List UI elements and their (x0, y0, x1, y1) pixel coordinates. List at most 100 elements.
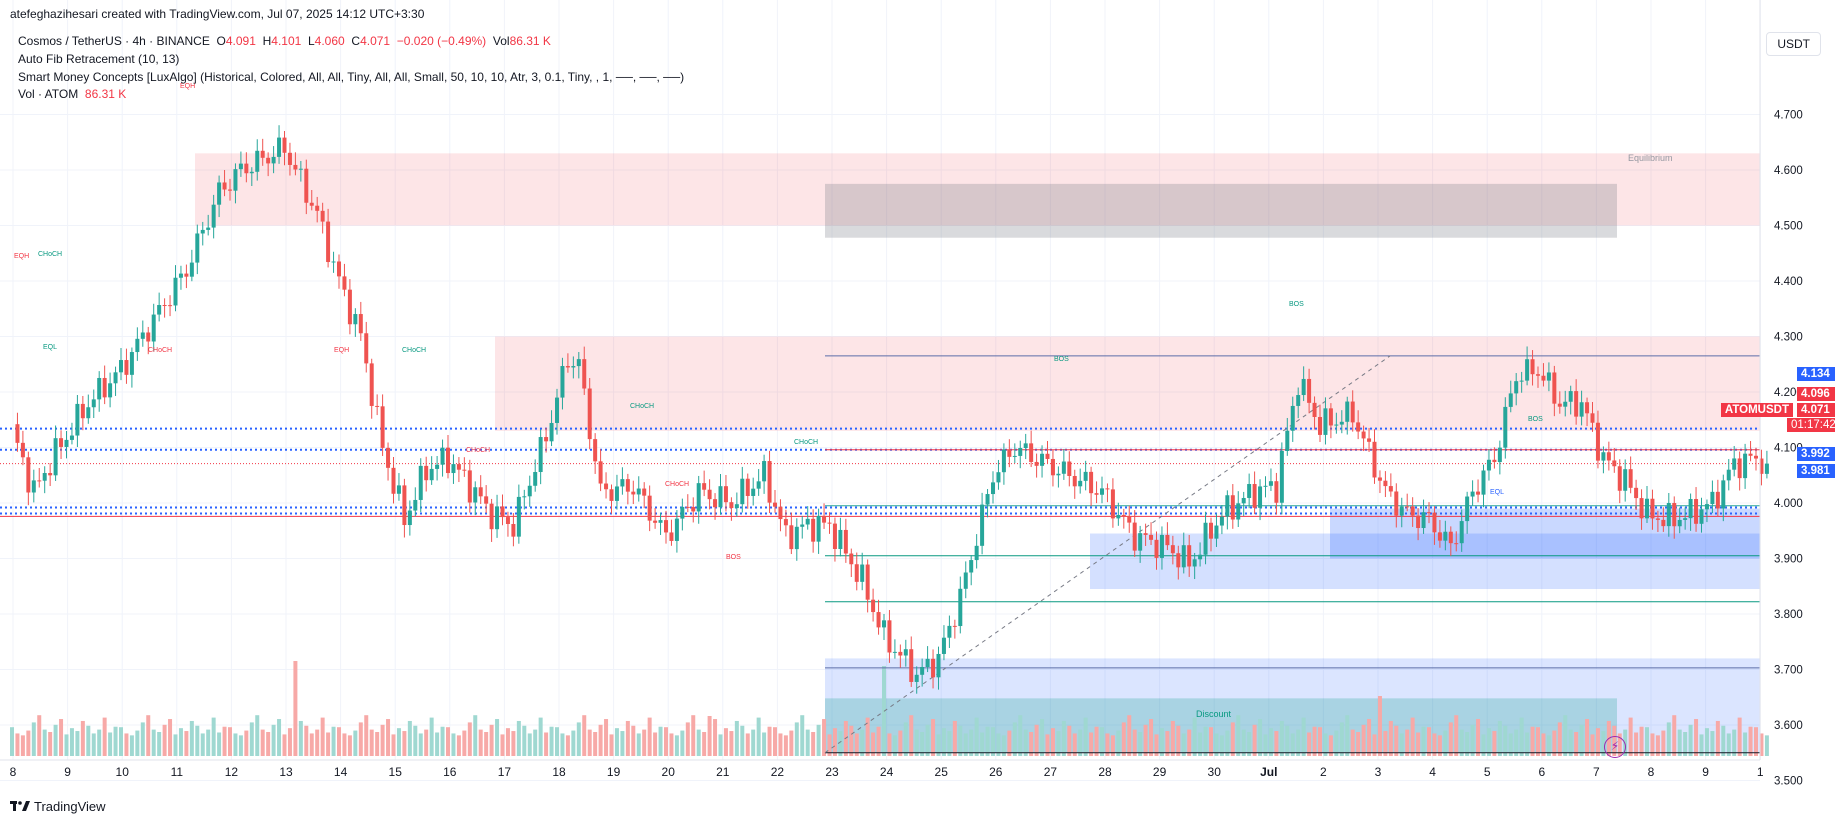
candle-body (1236, 503, 1241, 520)
candle-body (1595, 422, 1600, 461)
x-tick-label: 10 (116, 765, 130, 779)
candle-body (135, 338, 140, 353)
volume-bar (402, 731, 407, 756)
volume-bar (969, 729, 974, 756)
volume-bar (1045, 734, 1050, 756)
candle-body (1001, 449, 1006, 473)
candle-body (1541, 375, 1546, 381)
candle-body (26, 457, 31, 493)
candle-body (1143, 533, 1148, 535)
candle-body (1601, 452, 1606, 461)
volume-bar (762, 732, 767, 756)
volume-bar (233, 733, 238, 756)
volume-bar (582, 715, 587, 756)
volume-bar (1470, 724, 1475, 756)
volume-bar (947, 731, 952, 756)
candle-body (364, 333, 369, 364)
volume-bar (1056, 731, 1061, 756)
candle-body (1514, 381, 1519, 394)
volume-bar (337, 727, 341, 756)
candle-body (511, 523, 516, 537)
volume-bar (827, 734, 832, 756)
volume-bar (871, 732, 876, 756)
indicator-volume[interactable]: Vol · ATOM 86.31 K (18, 87, 126, 101)
x-tick-label: 18 (552, 765, 566, 779)
currency-button[interactable]: USDT (1766, 32, 1821, 56)
indicator-smc[interactable]: Smart Money Concepts [LuxAlgo] (Historic… (18, 70, 685, 84)
lightning-icon[interactable]: ⚡ (1604, 736, 1626, 758)
candle-body (811, 518, 816, 542)
candle-body (1694, 498, 1699, 524)
x-tick-label: 23 (825, 765, 839, 779)
candle-body (222, 182, 227, 190)
candle-body (1187, 545, 1192, 567)
candle-body (173, 277, 178, 306)
volume-bar (1639, 726, 1644, 756)
volume-bar (1018, 715, 1023, 756)
volume-bar (287, 728, 292, 756)
volume-bar (1121, 722, 1126, 756)
volume-bar (1252, 724, 1257, 756)
candle-body (1323, 408, 1328, 435)
candle-body (571, 366, 576, 368)
candle-body (1704, 504, 1709, 510)
candle-body (1519, 380, 1524, 382)
candle-body (1710, 491, 1715, 505)
volume-bar (255, 715, 260, 756)
candle-body (1094, 493, 1099, 495)
volume-bar (298, 720, 303, 756)
x-tick-label: 7 (1593, 765, 1600, 779)
candle-body (1574, 391, 1579, 417)
volume-bar (1427, 727, 1431, 756)
candle-body (1061, 461, 1066, 474)
indicator-fib[interactable]: Auto Fib Retracement (10, 13) (18, 52, 180, 66)
smc-zones (195, 153, 1760, 753)
candle-body (854, 564, 859, 582)
volume-bar (178, 728, 183, 756)
candle-body (587, 388, 592, 440)
volume-bar (135, 730, 140, 756)
candle-body (1132, 522, 1137, 551)
candle-body (1170, 545, 1175, 554)
candle-body (1410, 506, 1415, 516)
volume-bar (1247, 732, 1252, 756)
volume-bar (1688, 724, 1693, 756)
change-value: −0.020 (−0.49%) (396, 34, 487, 48)
volume-bar (1519, 717, 1524, 756)
candle-body (1563, 401, 1568, 407)
candle-body (1568, 391, 1573, 402)
volume-bar (658, 726, 663, 756)
volume-bar (745, 733, 750, 756)
choch-label-3: CHoCH (402, 347, 426, 354)
y-tick-label: 4.600 (1774, 165, 1803, 177)
volume-bar (1290, 733, 1295, 756)
volume-bar (429, 717, 434, 756)
candle-body (168, 305, 173, 307)
volume-bar (767, 726, 772, 756)
candle-body (1606, 452, 1611, 461)
candle-body (358, 314, 363, 334)
volume-bar (1258, 719, 1263, 756)
volume-bar (26, 730, 31, 756)
high-value: 4.101 (271, 34, 302, 48)
volume-bar (1476, 719, 1481, 756)
volume-bar (249, 722, 254, 756)
volume-bar (941, 728, 946, 756)
volume-bar (102, 717, 107, 756)
x-tick-label: 2 (1320, 765, 1327, 779)
candle-body (124, 360, 129, 375)
volume-bar (1339, 722, 1344, 756)
volume-bar (985, 726, 990, 756)
volume-bar (1301, 717, 1306, 756)
candle-body (729, 502, 734, 509)
candle-body (1285, 430, 1290, 452)
candle-body (920, 666, 925, 675)
candle-body (544, 437, 549, 442)
volume-bar (500, 734, 505, 756)
volume-bar (1176, 725, 1181, 756)
volume-bar (1552, 730, 1557, 756)
candle-body (1225, 495, 1230, 517)
candle-body (1476, 491, 1481, 495)
last-price-label: 4.071 (1797, 403, 1835, 417)
